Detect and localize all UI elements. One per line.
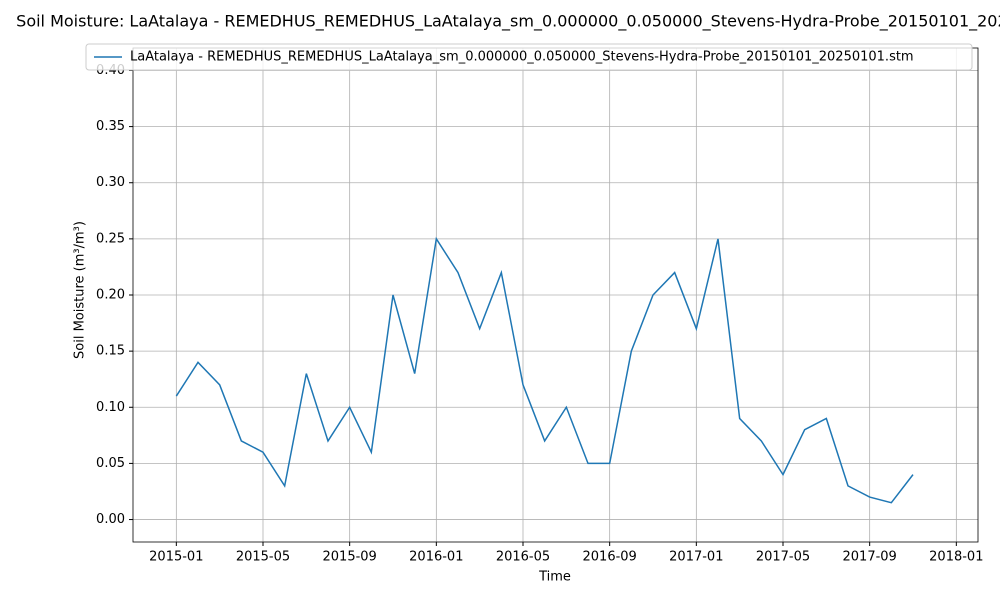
legend-label: LaAtalaya - REMEDHUS_REMEDHUS_LaAtalaya_…: [130, 50, 914, 65]
data-line: [175, 236, 914, 504]
y-tick-label: 0.25: [96, 231, 125, 246]
y-tick-label: 0.20: [96, 288, 125, 303]
x-tick-label: 2016-05: [496, 550, 550, 565]
x-tick-label: 2015-01: [149, 550, 203, 565]
x-tick-label: 2017-05: [756, 550, 810, 565]
legend-box: [85, 43, 973, 71]
y-tick-label: 0.10: [96, 400, 125, 415]
y-tick-label: 0.05: [96, 456, 125, 471]
x-axis-label: Time: [538, 570, 571, 585]
y-tick-label: 0.30: [96, 175, 125, 190]
x-tick-label: 2016-01: [409, 550, 463, 565]
y-tick-label: 0.00: [96, 512, 125, 527]
y-tick-label: 0.35: [96, 119, 125, 134]
x-tick-label: 2015-05: [236, 550, 290, 565]
x-tick-label: 2015-09: [323, 550, 377, 565]
x-tick-label: 2017-01: [669, 550, 723, 565]
y-tick-label: 0.15: [96, 344, 125, 359]
x-tick-label: 2016-09: [583, 550, 637, 565]
y-axis-label: Soil Moisture (m³/m³): [73, 221, 88, 359]
x-tick-label: 2018-01: [929, 550, 983, 565]
x-tick-label: 2017-09: [843, 550, 897, 565]
chart-title: Soil Moisture: LaAtalaya - REMEDHUS_REME…: [16, 12, 1000, 32]
